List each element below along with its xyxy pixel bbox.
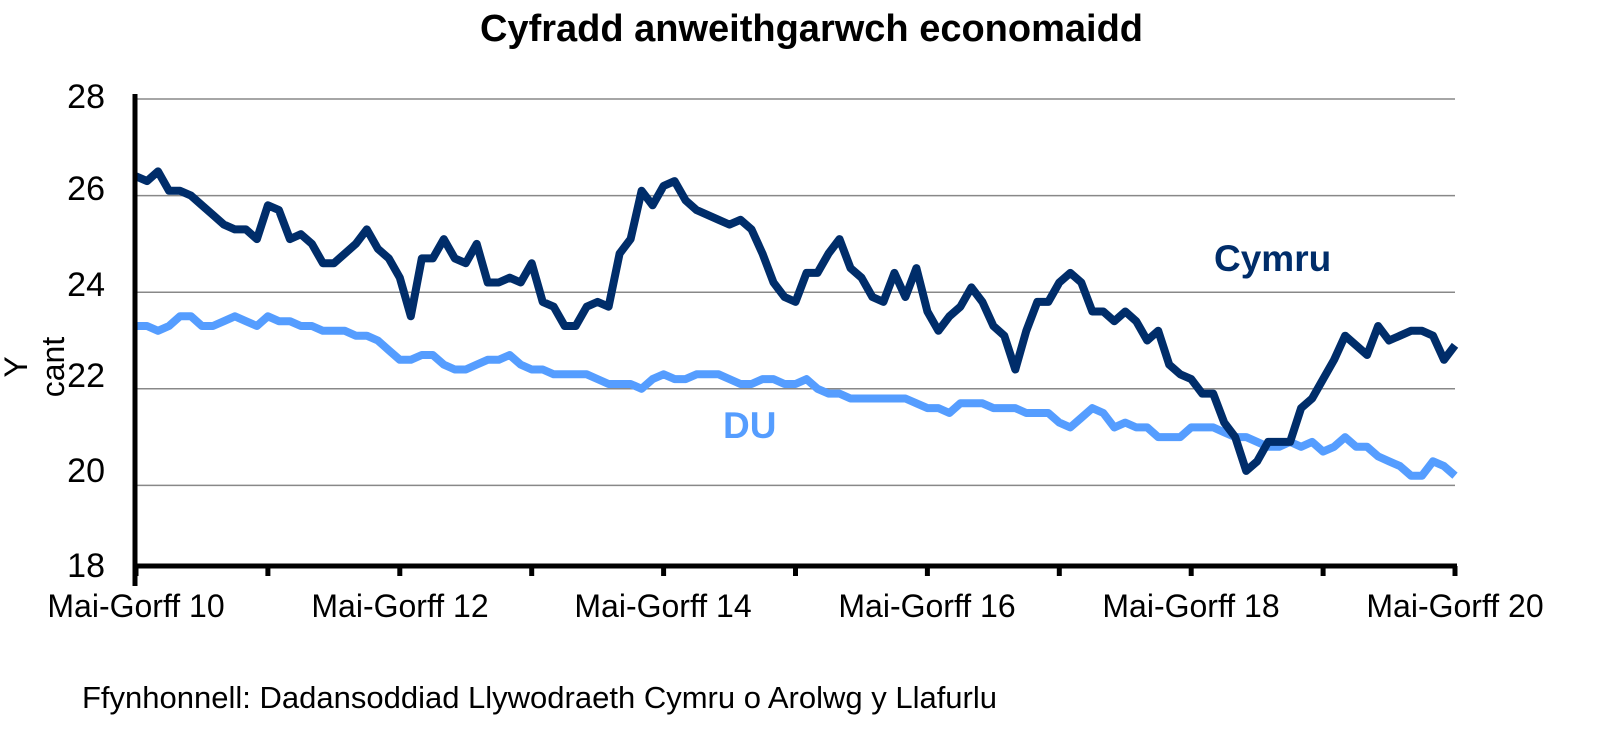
gridlines — [136, 98, 1455, 487]
x-tick-label: Mai-Gorff 16 — [838, 588, 1016, 624]
x-tick-label: Mai-Gorff 14 — [574, 588, 752, 624]
x-tick-label: Mai-Gorff 10 — [47, 588, 225, 624]
y-tick-label: 24 — [67, 266, 105, 304]
y-tick-label: 26 — [67, 170, 105, 208]
series-line-cymru — [134, 167, 1459, 475]
y-tick-label: 22 — [67, 357, 105, 395]
y-tick-label: 18 — [67, 547, 105, 585]
x-tick-label: Mai-Gorff 18 — [1102, 588, 1280, 624]
chart-title: Cyfradd anweithgarwch economaidd — [480, 8, 1143, 50]
source-note: Ffynhonnell: Dadansoddiad Llywodraeth Cy… — [82, 680, 997, 715]
x-axis-ticks — [133, 566, 1458, 576]
x-tick-label: Mai-Gorff 12 — [311, 588, 489, 624]
y-tick-label: 28 — [67, 78, 105, 116]
series-label-cymru: Cymru — [1214, 238, 1332, 279]
y-tick-label: 20 — [67, 452, 105, 490]
series-label-du: DU — [723, 405, 777, 446]
series-line-du — [136, 312, 1458, 480]
x-tick-label: Mai-Gorff 20 — [1366, 588, 1544, 624]
